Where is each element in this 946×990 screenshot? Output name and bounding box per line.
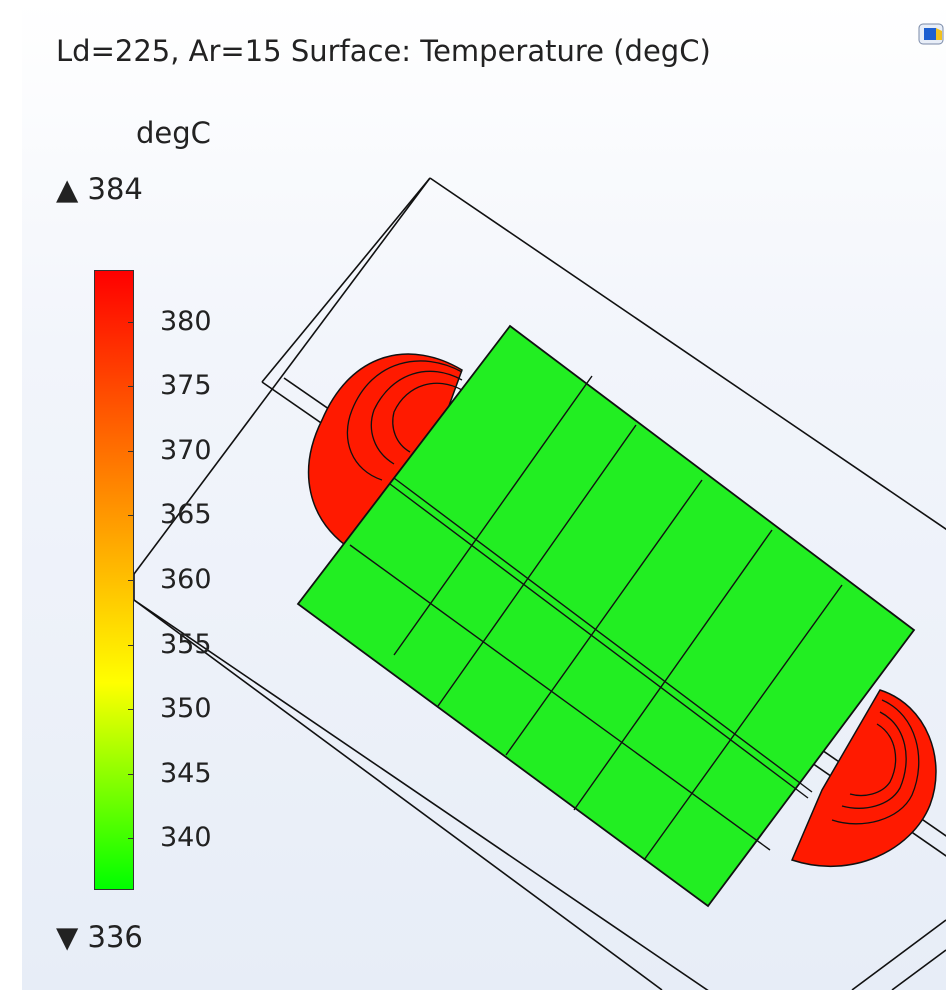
colorbar-tick-mark — [128, 580, 134, 581]
colorbar-max-label: ▲ 384 — [56, 172, 143, 206]
colorbar-min-label: ▼ 336 — [56, 920, 143, 954]
right-end-cap — [790, 689, 937, 868]
view-icon[interactable] — [916, 20, 946, 48]
colorbar-tick-label: 365 — [160, 499, 212, 531]
colorbar-tick-mark — [128, 450, 134, 452]
colorbar-unit-label: degC — [136, 116, 211, 150]
colorbar-tick-label: 355 — [160, 628, 212, 660]
left-end-cap — [307, 353, 463, 551]
colorbar-tick-label: 340 — [160, 822, 212, 854]
colorbar-tick-label: 345 — [160, 757, 212, 789]
colorbar-tick-mark — [128, 773, 134, 775]
colorbar-tick-label: 375 — [160, 370, 212, 402]
colorbar-tick-mark — [128, 386, 134, 388]
colorbar-tick-label: 360 — [160, 564, 212, 595]
heated-plate — [296, 324, 916, 908]
colorbar-tick-mark — [128, 515, 134, 517]
colorbar — [94, 270, 134, 890]
colorbar-tick-label: 370 — [160, 434, 212, 466]
colorbar-tick-mark — [128, 644, 134, 646]
colorbar-tick-label: 350 — [160, 693, 212, 725]
colorbar-tick-mark — [128, 709, 134, 711]
colorbar-tick-mark — [128, 838, 134, 840]
temperature-surface-plot[interactable] — [22, 0, 946, 990]
colorbar-tick-label: 380 — [160, 305, 212, 337]
plot-title: Ld=225, Ar=15 Surface: Temperature (degC… — [56, 34, 711, 68]
graphics-viewport[interactable]: Ld=225, Ar=15 Surface: Temperature (degC… — [22, 0, 946, 990]
colorbar-tick-mark — [128, 321, 134, 323]
